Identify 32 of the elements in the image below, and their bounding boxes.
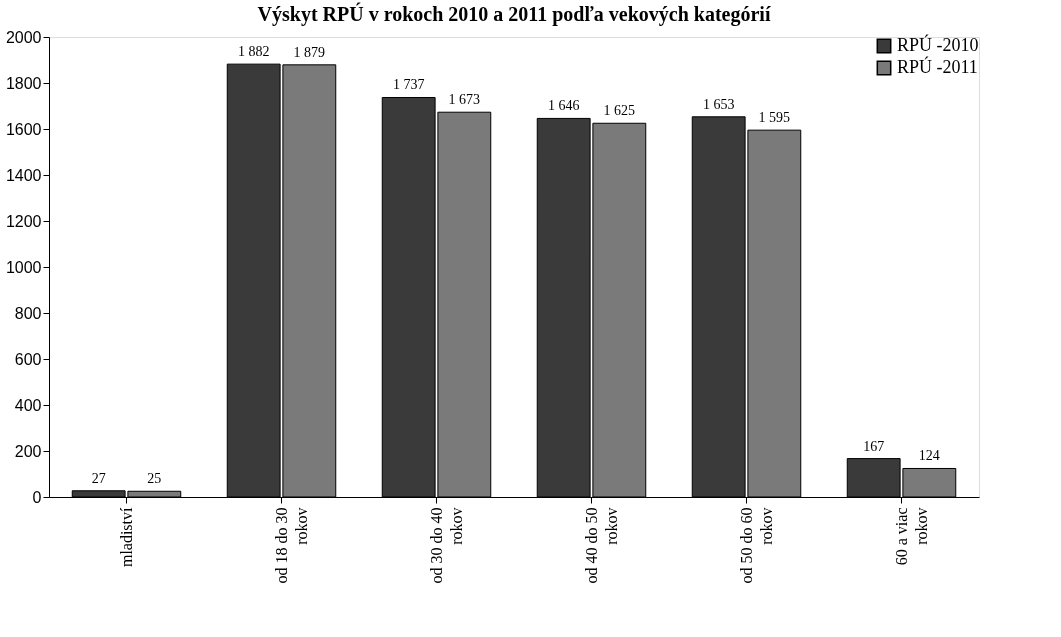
data-label: 1 625 [603,103,636,119]
legend-label: RPÚ -2010 [897,34,979,55]
y-tick-label: 1200 [5,212,42,230]
data-label: 1 737 [392,77,425,93]
data-label: 1 646 [547,98,580,114]
y-tick-label: 800 [14,304,42,322]
data-label: 167 [863,438,885,454]
y-tick-label: 400 [14,396,42,414]
y-tick-label: 1000 [5,258,42,276]
data-label: 1 882 [237,44,270,60]
y-tick-label: 1600 [5,120,42,138]
y-tick-label: 600 [14,350,42,368]
data-label: 1 673 [448,92,481,108]
x-tick-label: od 18 do 30 rokov [272,507,310,584]
x-tick-label: 60 a viac rokov [892,507,930,566]
y-tick-label: 0 [32,488,42,506]
data-label: 124 [918,448,940,464]
y-tick-label: 1800 [5,74,42,92]
data-label: 25 [147,471,162,487]
y-tick-label: 200 [14,442,42,460]
data-label: 1 653 [702,96,735,112]
y-tick-label: 2000 [5,28,42,46]
x-tick-label: od 50 do 60 rokov [737,507,775,584]
data-label: 1 595 [758,110,791,126]
data-label: 27 [91,470,106,486]
chart-title: Výskyt RPÚ v rokoch 2010 a 2011 podľa vekových kategórií [257,2,771,26]
y-tick-label: 1400 [5,166,42,184]
legend-label: RPÚ -2011 [897,56,978,77]
x-tick-label: mladiství [117,506,135,568]
x-tick-label: od 30 do 40 rokov [427,507,465,584]
x-tick-label: od 40 do 50 rokov [582,507,620,584]
data-label: 1 879 [293,44,326,60]
